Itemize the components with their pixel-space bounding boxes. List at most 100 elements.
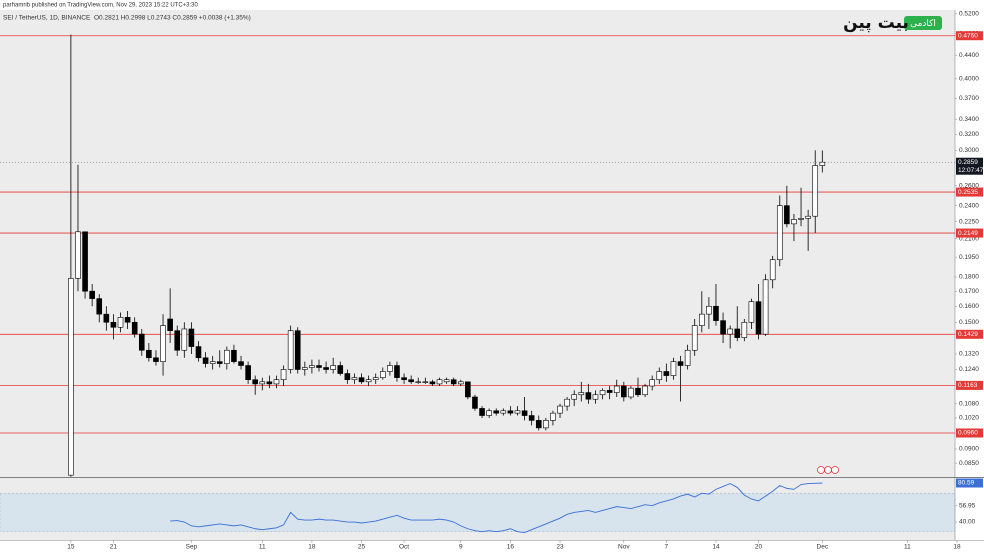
rsi-band xyxy=(0,492,956,532)
flags xyxy=(817,466,839,474)
candle-body xyxy=(599,390,606,396)
candle-body xyxy=(684,349,691,366)
y-tick-label: 0.2600 xyxy=(959,182,979,189)
rsi-tick-label: 40.00 xyxy=(959,519,976,526)
x-tick-label: 18 xyxy=(308,544,316,551)
x-tick-label: 9 xyxy=(459,544,463,551)
candle-body xyxy=(75,231,81,279)
candle-body xyxy=(153,357,159,362)
candle-body xyxy=(294,330,301,370)
candle-body xyxy=(358,377,365,383)
y-tick-label: 0.2100 xyxy=(959,235,979,242)
y-tick-label: 0.1020 xyxy=(959,415,979,422)
candle-body xyxy=(606,390,613,393)
candle-body xyxy=(160,325,166,362)
candle-body xyxy=(663,371,670,376)
candle-body xyxy=(316,365,322,368)
candle-body xyxy=(613,385,620,393)
candle-body xyxy=(96,298,103,315)
candle-body xyxy=(649,379,655,387)
x-tick-label: Nov xyxy=(618,544,630,551)
candle-body xyxy=(351,377,358,381)
ohlc-readout: O0.2821 H0.2998 L0.2743 C0.2859 +0.0038 … xyxy=(94,15,251,22)
candle-body xyxy=(387,365,393,372)
x-tick-label: Sep xyxy=(186,544,198,551)
candle-body xyxy=(500,410,507,414)
candle-body xyxy=(415,381,422,383)
candle-body xyxy=(585,392,592,400)
candle-body xyxy=(656,371,663,381)
candle-body xyxy=(755,301,762,335)
candle-body xyxy=(535,420,542,429)
candle-body xyxy=(443,379,450,383)
candle-body xyxy=(528,415,535,421)
y-tick-label: 0.3700 xyxy=(959,95,979,102)
candle-body xyxy=(635,387,641,396)
candle-body xyxy=(379,371,386,378)
y-tick-label: 0.1600 xyxy=(959,303,979,310)
candle-body xyxy=(713,305,719,321)
candle-body xyxy=(472,396,478,409)
flag-icon xyxy=(824,466,832,474)
x-tick-label: 23 xyxy=(556,544,564,551)
level-label: 0.1163 xyxy=(958,382,978,389)
candle-body xyxy=(628,387,634,398)
candle-body xyxy=(195,346,202,359)
candle-body xyxy=(429,381,436,385)
y-tick-label: 0.1950 xyxy=(959,254,979,261)
candle-body xyxy=(791,219,797,225)
x-tick-label: Dec xyxy=(817,544,829,551)
logo-badge-text: اکادمی xyxy=(910,19,936,29)
x-tick-label: 16 xyxy=(507,544,515,551)
candle-body xyxy=(776,205,783,261)
flag-icon xyxy=(831,466,839,474)
last-price-box xyxy=(956,157,983,175)
x-tick-label: 18 xyxy=(953,544,961,551)
level-label: 0.2149 xyxy=(958,230,978,237)
candle-body xyxy=(698,313,705,326)
candle-body xyxy=(457,381,464,385)
candle-body xyxy=(259,381,266,385)
candle-body xyxy=(167,318,173,331)
candle-body xyxy=(486,410,492,416)
x-tick-label: 7 xyxy=(665,544,669,551)
candle-body xyxy=(202,357,209,364)
candle-body xyxy=(550,412,556,421)
candle-body xyxy=(564,398,570,407)
y-tick-label: 0.0900 xyxy=(959,446,979,453)
candle-body xyxy=(110,321,117,328)
candle-body xyxy=(231,349,237,362)
level-label-box xyxy=(956,428,983,438)
candle-body xyxy=(337,365,344,374)
y-tick-label: 0.4000 xyxy=(959,76,979,83)
candle-body xyxy=(330,365,336,370)
candle-body xyxy=(741,321,748,338)
candle-body xyxy=(372,377,379,381)
logo: بیت پین xyxy=(843,13,909,33)
candle-body xyxy=(188,328,195,347)
level-label: 0.2535 xyxy=(958,189,978,196)
candle-body xyxy=(507,410,514,414)
candle-body xyxy=(691,325,698,351)
y-tick-label: 0.3200 xyxy=(959,131,979,138)
level-label-box xyxy=(956,31,983,41)
candle-body xyxy=(245,365,251,381)
candle-body xyxy=(592,394,599,400)
candle-body xyxy=(323,367,329,370)
flag-icon xyxy=(817,466,825,474)
candle-body xyxy=(521,410,528,416)
x-tick-label: 15 xyxy=(67,544,75,551)
candle-body xyxy=(309,365,315,368)
candle-body xyxy=(571,394,578,400)
level-label: 0.1429 xyxy=(958,331,978,338)
candle-body xyxy=(394,365,400,378)
y-tick-label: 0.2400 xyxy=(959,202,979,209)
candle-body xyxy=(216,361,223,364)
y-tick-label: 0.1800 xyxy=(959,274,979,281)
y-tick-label: 0.1240 xyxy=(959,366,979,373)
candle-body xyxy=(493,410,500,414)
y-tick-label: 0.4400 xyxy=(959,52,979,59)
candle-body xyxy=(621,385,627,398)
candle-body xyxy=(748,301,755,323)
y-tick-label: 0.0850 xyxy=(959,460,979,467)
